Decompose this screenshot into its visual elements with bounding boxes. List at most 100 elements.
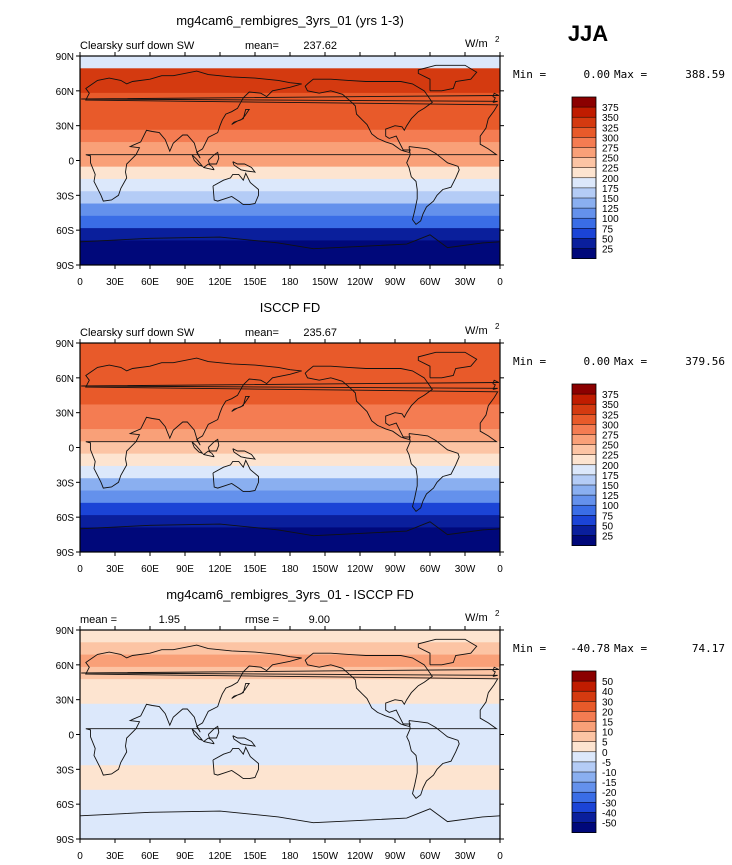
- x-tick-label: 120W: [347, 851, 374, 862]
- coastline-8: [207, 438, 220, 452]
- max-value: 388.59: [685, 68, 725, 81]
- legend-label: -20: [602, 788, 617, 799]
- coastline-12: [80, 521, 500, 537]
- band-13: [80, 490, 500, 504]
- variable-label: Clearsky surf down SW: [80, 40, 195, 52]
- legend-swatch: [572, 681, 596, 692]
- legend-swatch: [572, 147, 596, 158]
- band-5: [80, 679, 500, 693]
- band-2: [80, 68, 500, 82]
- x-tick-label: 30E: [106, 564, 124, 575]
- band-16: [80, 240, 500, 254]
- legend-swatch: [572, 218, 596, 229]
- band-16: [80, 814, 500, 828]
- legend-swatch: [572, 384, 596, 395]
- coastline-12: [80, 808, 500, 824]
- units-label: W/m: [465, 325, 488, 337]
- band-5: [80, 105, 500, 119]
- x-tick-label: 30W: [455, 851, 476, 862]
- legend-swatch: [572, 782, 596, 793]
- coastline-2: [304, 652, 433, 727]
- legend-swatch: [572, 731, 596, 743]
- legend-label: 15: [602, 718, 614, 729]
- min-value: 0.00: [584, 355, 611, 368]
- legend-swatch: [572, 434, 596, 445]
- band-6: [80, 691, 500, 705]
- band-11: [80, 465, 500, 479]
- legend-swatch: [572, 802, 596, 813]
- x-tick-label: 60W: [420, 564, 441, 575]
- y-tick-label: 30S: [56, 191, 74, 202]
- x-tick-label: 90E: [176, 564, 194, 575]
- legend-label: 175: [602, 184, 619, 195]
- legend-swatch: [572, 711, 596, 722]
- legend-swatch: [572, 505, 596, 516]
- legend-swatch: [572, 772, 596, 783]
- mean-label: mean =: [80, 614, 117, 626]
- coastline-7: [191, 728, 204, 742]
- legend-swatch: [572, 454, 596, 466]
- legend-label: -30: [602, 798, 617, 809]
- min-value: -40.78: [570, 642, 610, 655]
- legend-label: 200: [602, 174, 619, 185]
- legend-swatch: [572, 414, 596, 425]
- band-8: [80, 716, 500, 729]
- stat-value: 237.62: [303, 40, 337, 52]
- y-tick-label: 30S: [56, 765, 74, 776]
- units-exponent: 2: [495, 35, 500, 44]
- x-tick-label: 60W: [420, 277, 441, 288]
- legend-label: 20: [602, 707, 614, 718]
- coastline-4: [212, 459, 259, 493]
- y-tick-label: 90S: [56, 835, 74, 846]
- stat-label: rmse =: [245, 614, 279, 626]
- max-value: 379.56: [685, 355, 725, 368]
- y-tick-label: 90N: [56, 339, 74, 350]
- coastline-3: [406, 146, 460, 226]
- x-tick-label: 60W: [420, 851, 441, 862]
- band-2: [80, 355, 500, 369]
- data-field: [80, 56, 500, 265]
- legend-swatch: [572, 107, 596, 118]
- x-tick-label: 90E: [176, 277, 194, 288]
- legend-label: 125: [602, 491, 619, 502]
- band-17: [80, 252, 500, 265]
- x-tick-label: 150W: [312, 564, 339, 575]
- legend-swatch: [572, 464, 596, 476]
- y-tick-label: 30N: [56, 122, 74, 133]
- band-1: [80, 56, 500, 69]
- legend-swatch: [572, 535, 596, 546]
- legend-swatch: [572, 485, 596, 496]
- band-2: [80, 642, 500, 656]
- x-tick-label: 150E: [243, 851, 267, 862]
- coastline-8: [207, 725, 220, 739]
- coastline-6: [202, 163, 215, 171]
- x-tick-label: 0: [497, 564, 503, 575]
- stat-value: 9.00: [309, 614, 330, 626]
- y-tick-label: 0: [68, 731, 74, 742]
- y-tick-label: 60N: [56, 661, 74, 672]
- coastline-10: [231, 395, 251, 412]
- color-legend: 3753503253002752502252001751501251007550…: [571, 383, 619, 547]
- data-field: [80, 343, 500, 552]
- legend-swatch: [572, 515, 596, 526]
- band-5: [80, 392, 500, 406]
- legend-swatch: [572, 394, 596, 405]
- legend-label: 275: [602, 431, 619, 442]
- x-tick-label: 150W: [312, 851, 339, 862]
- x-tick-label: 0: [77, 851, 83, 862]
- coastline-10: [231, 108, 251, 125]
- legend-swatch: [572, 228, 596, 239]
- coastline-9: [232, 161, 257, 173]
- legend-label: 250: [602, 441, 619, 452]
- x-tick-label: 90W: [385, 851, 406, 862]
- x-tick-label: 60E: [141, 277, 159, 288]
- x-tick-label: 120E: [208, 564, 232, 575]
- legend-swatch: [572, 167, 596, 179]
- legend-label: 275: [602, 144, 619, 155]
- band-11: [80, 178, 500, 192]
- y-tick-label: 90N: [56, 626, 74, 637]
- y-tick-label: 90S: [56, 548, 74, 559]
- max-label: Max =: [614, 642, 647, 655]
- legend-label: 100: [602, 501, 619, 512]
